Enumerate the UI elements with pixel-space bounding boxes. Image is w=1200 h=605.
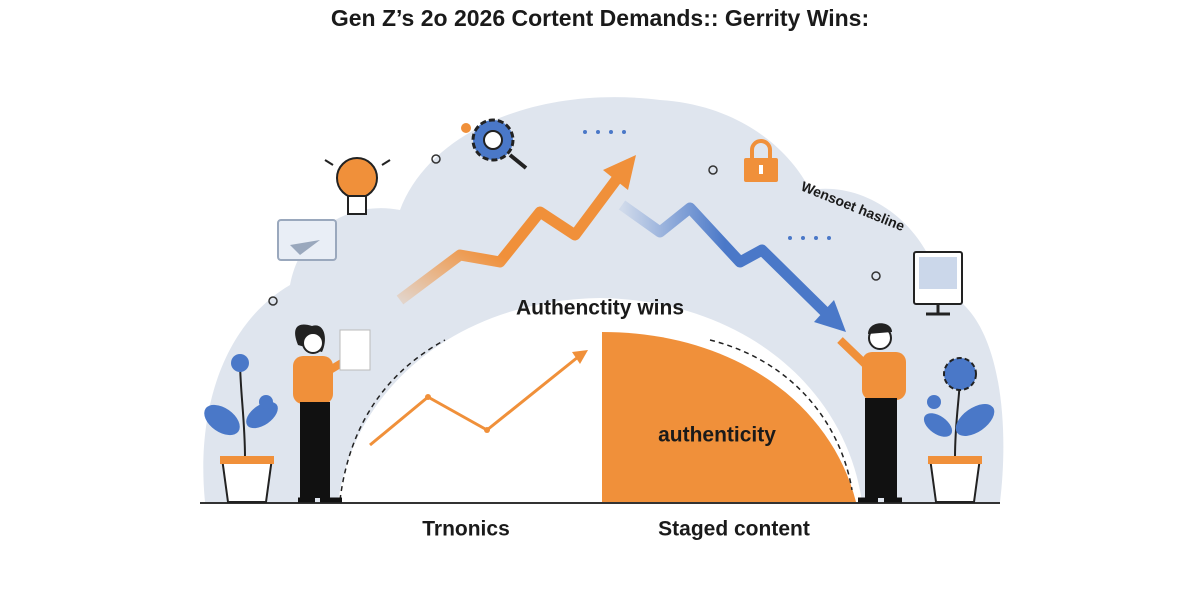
left-caption: Trnonics [422, 518, 510, 541]
right-caption: Staged content [658, 518, 810, 541]
lock-icon [744, 139, 778, 182]
small-trend [369, 355, 579, 447]
monitor-icon [913, 251, 963, 316]
point [484, 427, 490, 433]
title: Gen Z’s 2o 2026 Cortent Demands:: Gerrit… [331, 5, 869, 31]
arrow-head [572, 350, 588, 364]
dashed-arc [709, 339, 853, 491]
circles [268, 154, 881, 306]
bulb-icon [324, 157, 391, 215]
chat-icon [277, 219, 337, 261]
arrow-head [814, 300, 846, 332]
right-plant [923, 357, 995, 503]
arrow-head [603, 155, 636, 190]
point [425, 394, 431, 400]
left-person [293, 324, 371, 503]
gear-icon [461, 118, 528, 170]
left-plant [204, 354, 278, 503]
dots [583, 130, 831, 240]
orange-label: authenticity [658, 424, 776, 447]
blue-arrow [618, 200, 832, 319]
right-person [837, 323, 906, 503]
orange-arrow [396, 168, 627, 305]
arch-title: Authenctity wins [516, 297, 684, 320]
dashed-arc [339, 339, 446, 501]
orange-area [602, 332, 856, 502]
